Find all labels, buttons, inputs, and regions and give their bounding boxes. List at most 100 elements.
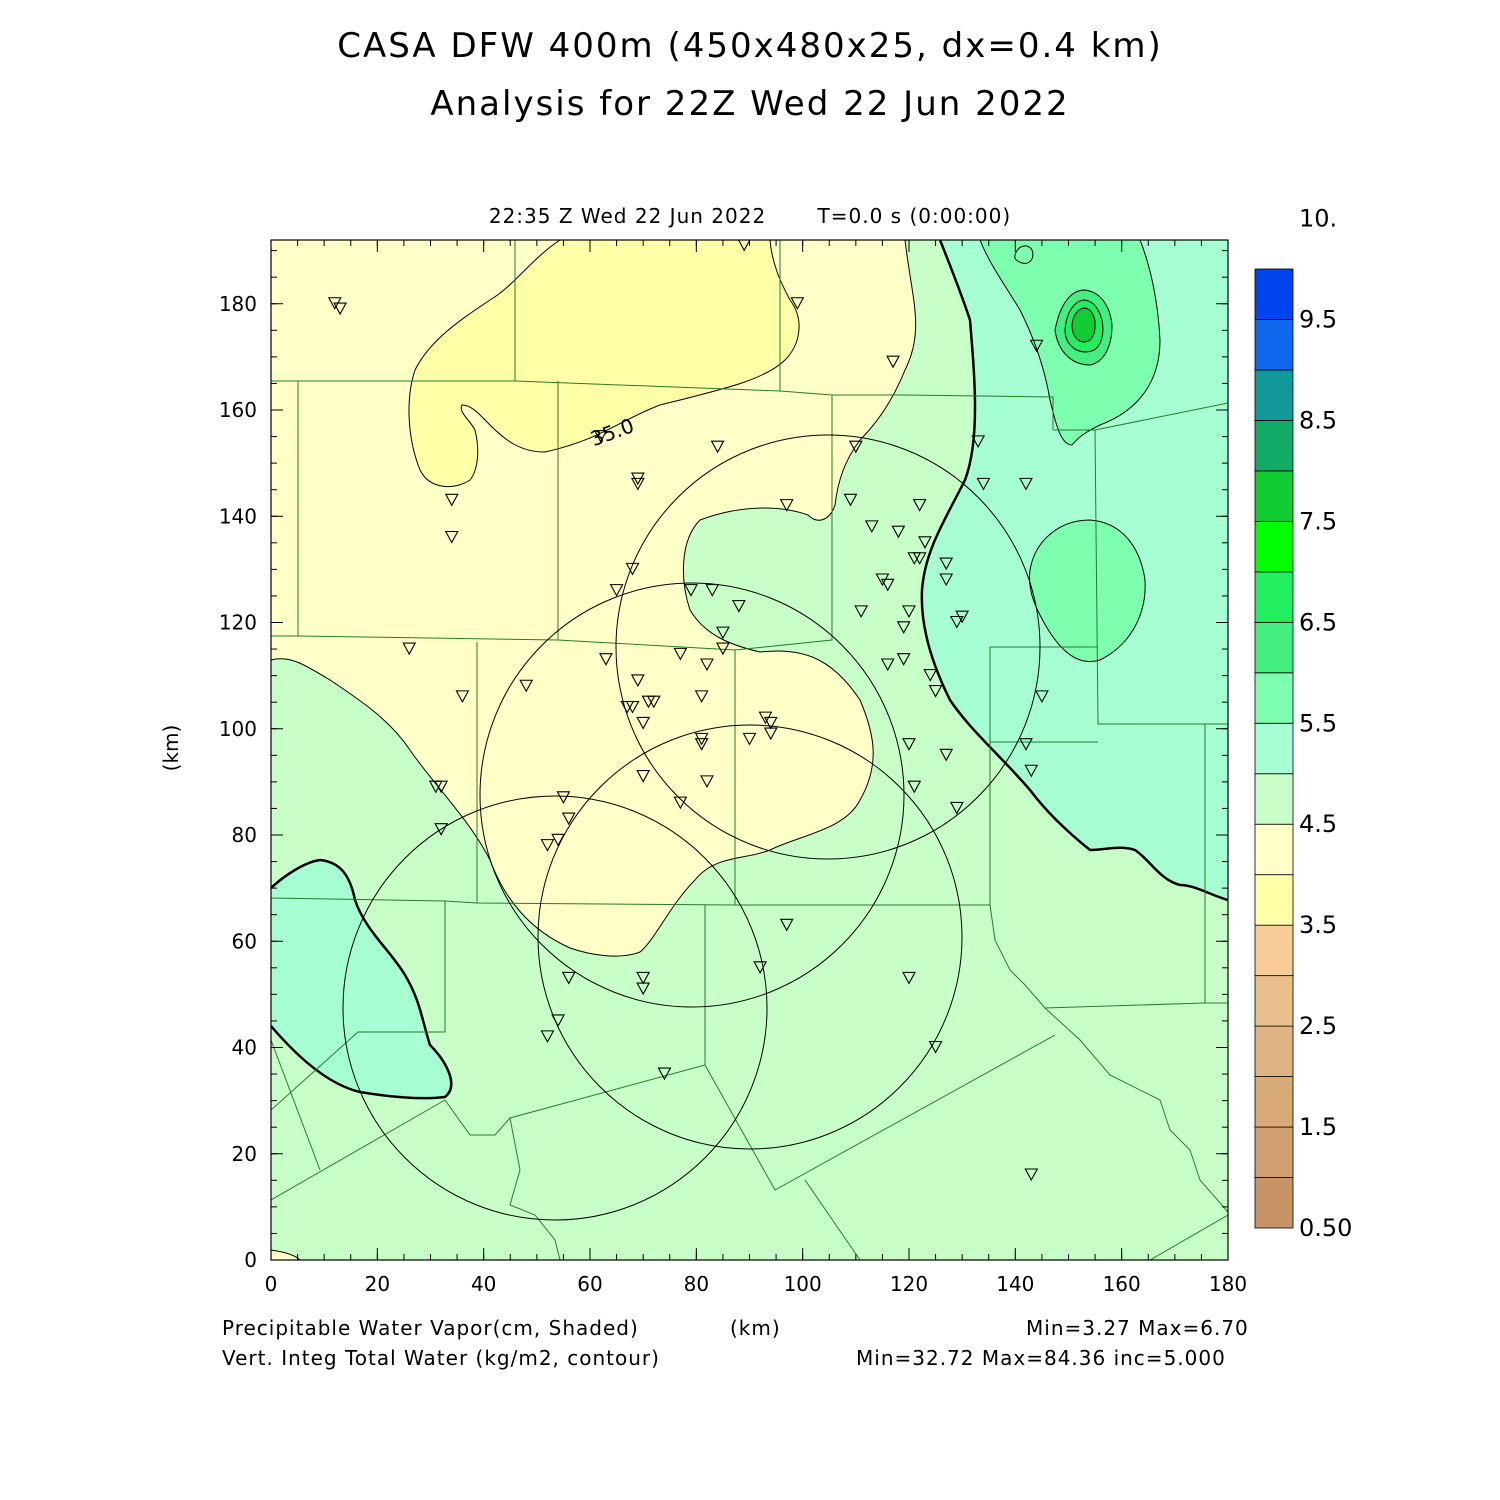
y-tick-label: 180 <box>219 292 257 316</box>
y-tick-label: 40 <box>232 1036 257 1060</box>
station-marker <box>763 727 778 741</box>
station-marker <box>1029 339 1044 353</box>
station-marker <box>333 302 348 316</box>
y-tick-label: 60 <box>232 929 257 953</box>
station-marker <box>636 982 651 996</box>
station-marker <box>630 674 645 688</box>
x-axis: 0 20 40 60 80 100 120 140 160 180 <box>265 240 1247 1296</box>
colorbar-label: 4.5 <box>1299 810 1337 838</box>
x-tick-label: 180 <box>1209 1272 1247 1296</box>
station-marker <box>939 748 954 762</box>
station-marker <box>700 658 714 672</box>
y-axis: 0 20 40 60 80 100 120 140 160 180 <box>219 250 1228 1272</box>
station-marker <box>715 642 730 656</box>
pwv-band-3.0-3.5 <box>408 240 800 488</box>
y-tick-label: 160 <box>219 398 257 422</box>
station-marker <box>886 355 900 369</box>
station-marker <box>625 562 640 576</box>
station-marker <box>609 584 624 597</box>
station-marker <box>694 690 709 704</box>
pwv-band-5.0-5.5-blob <box>1029 519 1146 662</box>
colorbar-label: 5.5 <box>1299 709 1337 737</box>
station-marker <box>955 610 970 624</box>
legend-shaded: Precipitable Water Vapor(cm, Shaded) <box>222 1316 639 1340</box>
station-marker <box>971 435 986 449</box>
colorbar-label: 6.5 <box>1299 608 1337 636</box>
y-axis-label: (km) <box>159 725 183 772</box>
station-marker <box>551 833 566 847</box>
station-marker <box>455 690 470 704</box>
chart-subtitle: Analysis for 22Z Wed 22 Jun 2022 <box>430 84 1070 124</box>
colorbar-swatch <box>1254 975 1294 1027</box>
shaded-field: 35.0 <box>271 240 1228 1260</box>
station-marker <box>902 605 916 619</box>
station-markers <box>327 240 1049 1182</box>
thick-contour-east <box>920 240 1228 902</box>
station-marker <box>737 240 751 252</box>
station-marker <box>444 530 459 544</box>
y-tick-label: 140 <box>219 504 257 528</box>
y-tick-label: 80 <box>232 823 257 847</box>
station-marker <box>551 1014 566 1028</box>
x-tick-label: 40 <box>471 1272 496 1296</box>
station-marker <box>779 918 794 932</box>
station-marker <box>918 536 932 549</box>
station-marker <box>540 839 555 852</box>
station-marker <box>636 971 651 985</box>
station-marker <box>636 770 651 783</box>
station-marker <box>896 621 911 634</box>
pwv-corner-blob <box>271 1249 301 1260</box>
station-marker <box>694 738 709 751</box>
station-marker <box>753 961 768 974</box>
colorbar-swatch <box>1254 571 1294 623</box>
legend-shaded-range: Min=3.27 Max=6.70 <box>1026 1316 1249 1340</box>
station-marker <box>731 600 746 613</box>
station-marker <box>902 738 916 751</box>
station-marker <box>742 732 757 746</box>
time-header: 22:35 Z Wed 22 Jun 2022 T=0.0 s (0:00:00… <box>0 204 1500 228</box>
x-tick-label: 20 <box>365 1272 390 1296</box>
station-marker <box>848 440 863 454</box>
station-marker <box>519 679 534 693</box>
station-marker <box>864 520 879 534</box>
station-marker <box>646 695 661 709</box>
station-marker <box>657 1067 672 1081</box>
station-marker <box>1019 477 1033 491</box>
station-marker <box>843 493 858 507</box>
colorbar-swatch <box>1254 823 1294 876</box>
pwv-small-blob <box>1014 245 1034 264</box>
radar-range-rings <box>342 434 1041 1221</box>
legend-x-units: (km) <box>730 1316 781 1340</box>
station-marker <box>625 700 640 714</box>
x-tick-label: 120 <box>890 1272 928 1296</box>
y-tick-label: 120 <box>219 611 257 635</box>
x-tick-label: 160 <box>1103 1272 1141 1296</box>
station-marker <box>1024 764 1039 778</box>
colorbar-swatch <box>1254 1076 1294 1128</box>
colorbar-label: 7.5 <box>1299 507 1337 535</box>
y-tick-label: 0 <box>244 1248 257 1272</box>
x-tick-label: 0 <box>265 1272 278 1296</box>
colorbar: 0.50 1.5 2.5 3.5 4.5 5.5 6.5 7.5 8.5 9.5 10. <box>1254 205 1352 1242</box>
station-marker <box>896 653 911 666</box>
station-marker <box>779 499 794 512</box>
colorbar-swatch <box>1254 1126 1294 1178</box>
colorbar-swatch <box>1254 874 1294 926</box>
station-marker <box>939 557 954 571</box>
station-marker <box>928 1040 943 1054</box>
y-tick-label: 100 <box>219 717 257 741</box>
colorbar-swatch <box>1254 722 1294 775</box>
colorbar-label: 8.5 <box>1299 406 1337 434</box>
colorbar-swatch <box>1254 621 1294 674</box>
station-marker <box>593 430 608 443</box>
station-marker <box>636 716 651 730</box>
station-marker <box>928 685 943 698</box>
x-tick-label: 80 <box>684 1272 709 1296</box>
station-marker <box>402 642 417 656</box>
x-tick-label: 140 <box>996 1272 1034 1296</box>
station-marker <box>880 578 895 592</box>
station-marker <box>912 552 927 565</box>
colorbar-swatch <box>1254 773 1294 825</box>
valid-time: 22:35 Z Wed 22 Jun 2022 <box>488 204 767 228</box>
